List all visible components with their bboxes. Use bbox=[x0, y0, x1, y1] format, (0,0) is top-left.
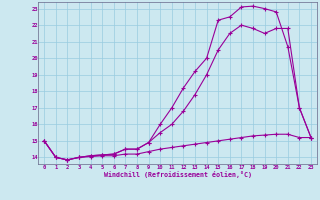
X-axis label: Windchill (Refroidissement éolien,°C): Windchill (Refroidissement éolien,°C) bbox=[104, 171, 252, 178]
